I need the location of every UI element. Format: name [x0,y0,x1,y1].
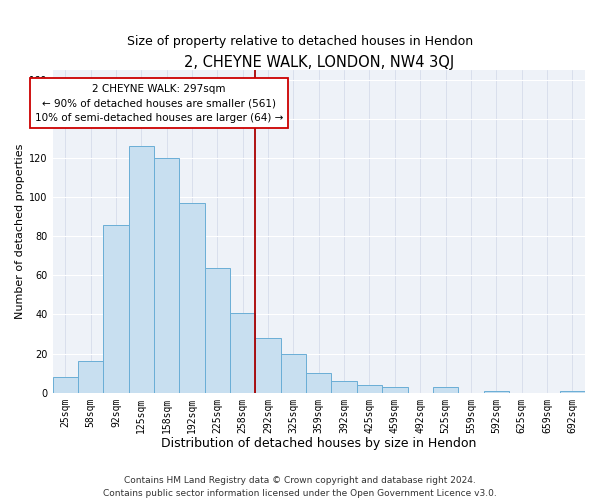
Bar [560,391,585,392]
Bar [53,377,78,392]
Bar [306,373,331,392]
Bar [382,387,407,392]
Bar [103,224,128,392]
Bar [205,268,230,392]
Y-axis label: Number of detached properties: Number of detached properties [15,144,25,319]
Bar [433,387,458,392]
Bar [154,158,179,392]
Bar [230,312,256,392]
Text: 2 CHEYNE WALK: 297sqm
← 90% of detached houses are smaller (561)
10% of semi-det: 2 CHEYNE WALK: 297sqm ← 90% of detached … [35,84,283,124]
Bar [357,385,382,392]
X-axis label: Distribution of detached houses by size in Hendon: Distribution of detached houses by size … [161,437,476,450]
Bar [128,146,154,392]
Text: Size of property relative to detached houses in Hendon: Size of property relative to detached ho… [127,35,473,48]
Title: 2, CHEYNE WALK, LONDON, NW4 3QJ: 2, CHEYNE WALK, LONDON, NW4 3QJ [184,55,454,70]
Text: Contains HM Land Registry data © Crown copyright and database right 2024.
Contai: Contains HM Land Registry data © Crown c… [103,476,497,498]
Bar [256,338,281,392]
Bar [281,354,306,393]
Bar [78,362,103,392]
Bar [179,203,205,392]
Bar [331,381,357,392]
Bar [484,391,509,392]
